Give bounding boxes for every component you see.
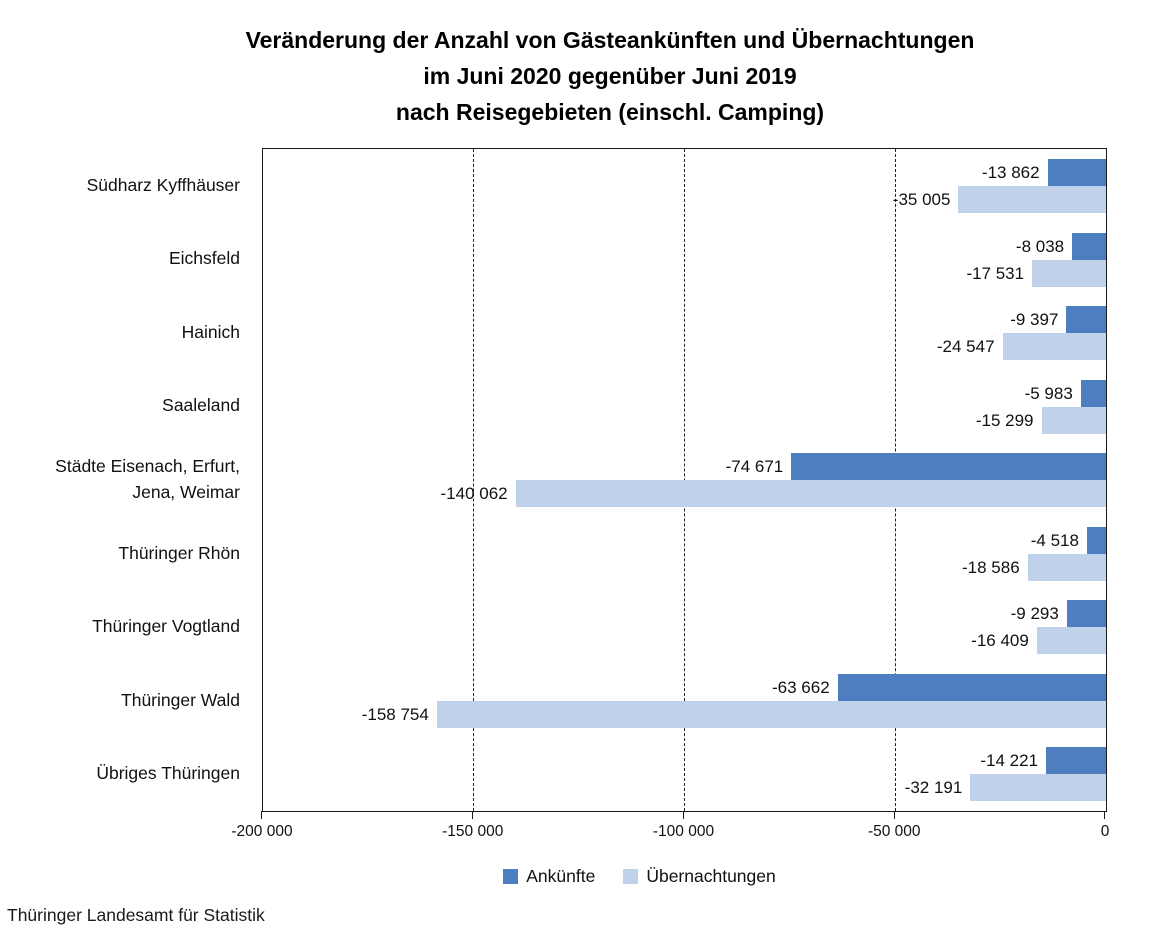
chart-title-line1: Veränderung der Anzahl von Gästeankünfte… <box>245 27 975 53</box>
category-label: Städte Eisenach, Erfurt, Jena, Weimar <box>55 455 240 502</box>
legend: Ankünfte Übernachtungen <box>130 866 1149 887</box>
ankuenfte-bar <box>1080 379 1106 407</box>
ankuenfte-value-label: -8 038 <box>1015 236 1065 256</box>
ankuenfte-bar <box>1086 526 1106 554</box>
legend-item-uebernachtungen: Übernachtungen <box>623 866 776 887</box>
x-axis-tick-label: -100 000 <box>652 823 715 840</box>
ankuenfte-bar <box>1066 600 1106 628</box>
ankuenfte-bar <box>791 453 1106 481</box>
plot-area: -13 862 -35 005 -8 038 -17 531 -9 397 -24 547… <box>262 148 1107 812</box>
uebernachtungen-value-label: -24 547 <box>936 337 995 357</box>
uebernachtungen-value-label: -158 754 <box>361 704 429 724</box>
ankuenfte-value-label: -9 397 <box>1010 310 1059 330</box>
uebernachtungen-bar <box>1002 333 1106 361</box>
category-label: Thüringer Vogtland <box>92 616 240 637</box>
uebernachtungen-bar <box>515 480 1106 508</box>
x-axis-tick <box>1104 811 1106 819</box>
ankuenfte-bar <box>837 673 1106 701</box>
ankuenfte-value-label: -9 293 <box>1010 604 1059 624</box>
category-label: Eichsfeld <box>168 248 240 269</box>
ankuenfte-bar <box>1046 747 1106 775</box>
ankuenfte-value-label: -74 671 <box>725 457 784 477</box>
uebernachtungen-bar <box>970 774 1106 802</box>
x-axis-tick-label: -150 000 <box>442 823 504 840</box>
uebernachtungen-bar <box>1027 553 1106 581</box>
x-axis-tick <box>472 811 473 819</box>
legend-label-uebernachtungen: Übernachtungen <box>646 866 776 886</box>
uebernachtungen-bar <box>1036 627 1106 655</box>
gridline <box>473 149 474 811</box>
ankuenfte-value-label: -4 518 <box>1030 530 1079 550</box>
x-axis: -200 000 -150 000 -100 000 -50 000 0 <box>0 811 1149 861</box>
uebernachtungen-value-label: -32 191 <box>904 778 963 798</box>
uebernachtungen-bar <box>1032 259 1106 287</box>
x-axis-tick <box>261 811 263 819</box>
ankuenfte-bar <box>1066 306 1106 334</box>
legend-swatch-ankuenfte <box>503 869 519 884</box>
uebernachtungen-value-label: -16 409 <box>971 631 1029 651</box>
category-label: Thüringer Rhön <box>118 542 240 563</box>
chart-title-line2: im Juni 2020 gegenüber Juni 2019 <box>423 63 797 89</box>
category-label: Hainich <box>181 321 240 342</box>
uebernachtungen-value-label: -15 299 <box>975 410 1034 430</box>
x-axis-tick-label: -200 000 <box>231 823 293 840</box>
uebernachtungen-bar <box>436 700 1106 728</box>
legend-swatch-uebernachtungen <box>623 869 639 884</box>
category-label: Saaleland <box>162 395 240 416</box>
chart-title: Veränderung der Anzahl von Gästeankünfte… <box>70 22 1149 130</box>
x-axis-tick <box>893 811 895 819</box>
ankuenfte-value-label: -13 862 <box>981 163 1040 182</box>
x-axis-tick-label: 0 <box>1100 823 1110 840</box>
ankuenfte-value-label: -63 662 <box>772 677 830 697</box>
x-axis-tick <box>682 811 684 819</box>
ankuenfte-bar <box>1072 232 1106 260</box>
ankuenfte-value-label: -14 221 <box>980 751 1039 771</box>
ankuenfte-value-label: -5 983 <box>1024 383 1073 403</box>
category-axis-labels: Südharz Kyffhäuser Eichsfeld Hainich Saalel… <box>0 148 240 810</box>
legend-item-ankuenfte: Ankünfte <box>503 866 595 887</box>
chart-title-line3: nach Reisegebieten (einschl. Camping) <box>395 99 825 125</box>
category-label: Südharz Kyffhäuser <box>86 174 240 195</box>
uebernachtungen-value-label: -18 586 <box>962 557 1020 577</box>
uebernachtungen-bar <box>1041 406 1106 434</box>
uebernachtungen-value-label: -35 005 <box>892 190 951 209</box>
x-axis-tick-label: -50 000 <box>867 823 921 840</box>
category-label: Übriges Thüringen <box>96 763 240 784</box>
uebernachtungen-value-label: -140 062 <box>440 484 508 504</box>
uebernachtungen-value-label: -17 531 <box>966 263 1025 283</box>
gridline <box>683 149 685 811</box>
category-label: Thüringer Wald <box>121 689 240 710</box>
ankuenfte-bar <box>1047 159 1106 186</box>
source-attribution: Thüringer Landesamt für Statistik <box>7 905 265 925</box>
legend-label-ankuenfte: Ankünfte <box>526 866 596 886</box>
uebernachtungen-bar <box>958 186 1106 213</box>
